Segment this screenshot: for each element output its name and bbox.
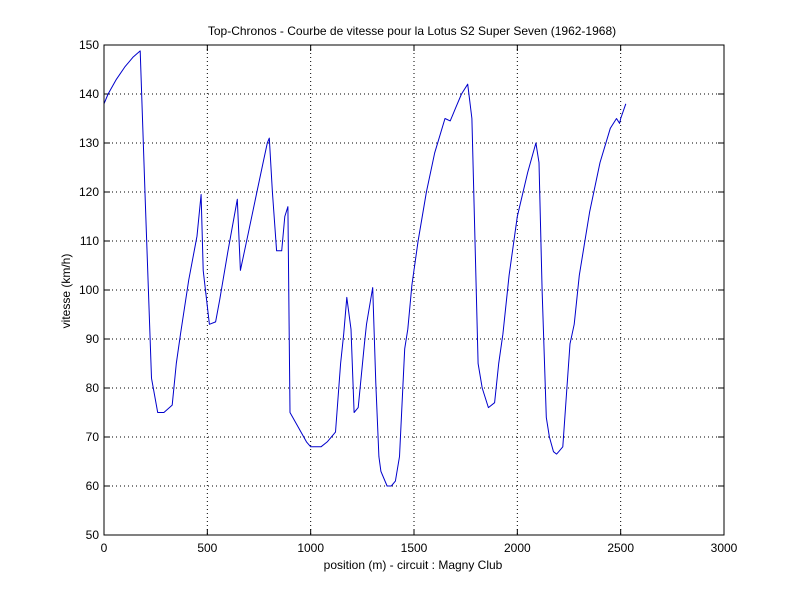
series-layer: [103, 50, 627, 487]
tick-labels: 0 500 1000 1500 2000 2500 3000 50 60 70 80 90 100 110…: [79, 38, 738, 555]
chart-title: Top-Chronos - Courbe de vitesse pour la …: [208, 24, 616, 38]
y-tick-label: 140: [79, 87, 99, 101]
y-tick-label: 80: [86, 381, 100, 395]
y-tick-label: 110: [80, 234, 99, 248]
x-tick-label: 0: [101, 541, 108, 555]
y-tick-label: 100: [79, 283, 99, 297]
y-tick-label: 50: [86, 528, 100, 542]
y-tick-label: 120: [79, 185, 99, 199]
x-tick-label: 500: [197, 541, 217, 555]
y-tick-label: 70: [86, 430, 100, 444]
x-tick-label: 2000: [504, 541, 531, 555]
plot-frame: [103, 44, 725, 536]
x-axis-label: position (m) - circuit : Magny Club: [324, 558, 503, 572]
y-tick-label: 150: [79, 38, 99, 52]
x-tick-label: 1000: [297, 541, 324, 555]
x-tick-label: 2500: [607, 541, 634, 555]
y-tick-label: 130: [79, 136, 99, 150]
grid: [104, 45, 724, 535]
speed-line: [103, 50, 627, 487]
y-axis-label: vitesse (km/h): [59, 254, 73, 329]
y-tick-label: 60: [86, 479, 100, 493]
y-tick-label: 90: [86, 332, 100, 346]
x-tick-label: 3000: [711, 541, 738, 555]
x-tick-label: 1500: [401, 541, 428, 555]
